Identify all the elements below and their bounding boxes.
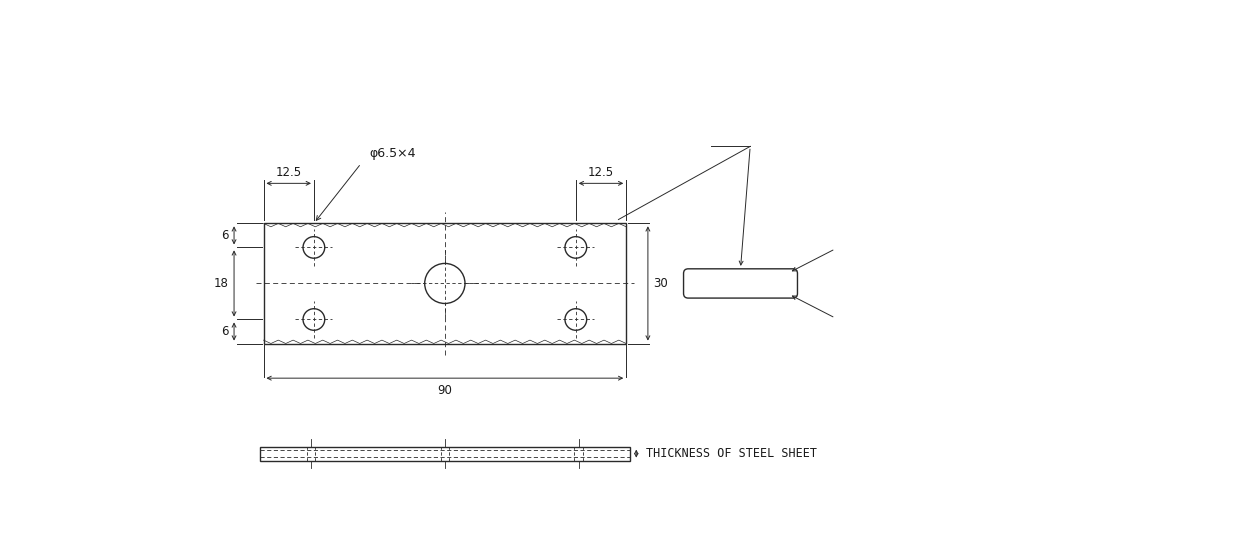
Text: 18: 18	[213, 277, 228, 290]
Bar	[263, 224, 626, 344]
Text: THICKNESS OF STEEL SHEET: THICKNESS OF STEEL SHEET	[646, 447, 817, 460]
Text: 30: 30	[653, 277, 668, 290]
Circle shape	[424, 263, 465, 304]
Text: 90: 90	[438, 383, 453, 396]
FancyBboxPatch shape	[683, 269, 797, 298]
Text: φ6.5×4: φ6.5×4	[370, 147, 415, 160]
Circle shape	[565, 236, 587, 258]
Text: 12.5: 12.5	[275, 165, 301, 179]
Circle shape	[565, 309, 587, 330]
Circle shape	[303, 309, 325, 330]
Circle shape	[303, 236, 325, 258]
Text: 12.5: 12.5	[588, 165, 614, 179]
Bar	[259, 447, 630, 461]
Text: 6: 6	[221, 229, 228, 242]
Text: 6: 6	[221, 325, 228, 338]
